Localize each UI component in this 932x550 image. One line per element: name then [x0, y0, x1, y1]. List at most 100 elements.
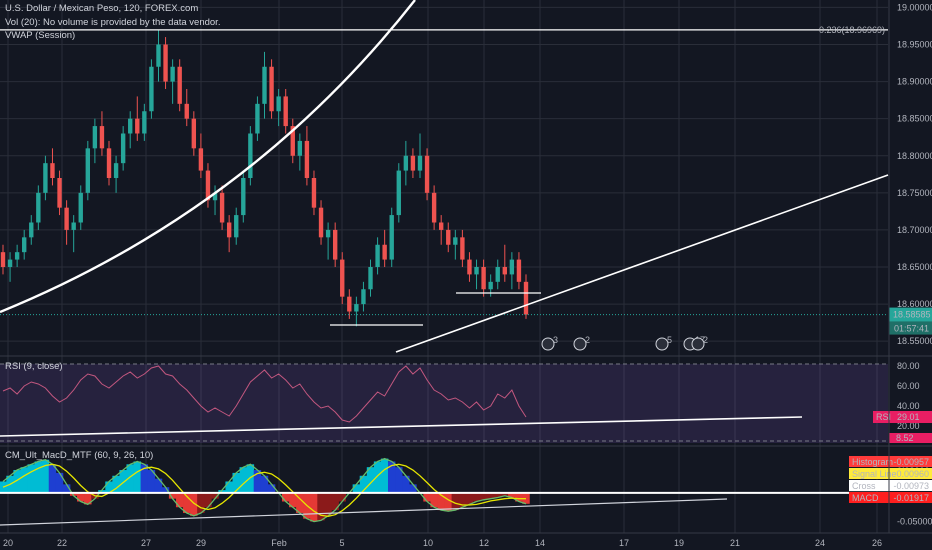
candle-body: [57, 178, 62, 208]
macd-legend-name: Histogram: [852, 457, 893, 467]
macd-histogram-bar: [62, 484, 71, 493]
candle-body: [340, 259, 345, 297]
candle-body: [467, 259, 472, 275]
candle-body: [354, 304, 359, 312]
macd-histogram-bar: [395, 467, 403, 493]
macd-histogram-bar: [501, 492, 509, 496]
rsi-badge-label: RSI: [876, 412, 891, 422]
macd-histogram-bar: [437, 492, 445, 511]
rsi-tick-label: 40.00: [897, 401, 920, 411]
macd-histogram-bar: [515, 492, 523, 502]
macd-histogram-bar: [472, 492, 481, 502]
candle-body: [368, 267, 373, 290]
event-count: 2: [703, 335, 708, 345]
candle-body: [219, 192, 225, 223]
candle-body: [234, 215, 239, 238]
price-tick-label: 18.60000: [897, 299, 932, 309]
candle-body: [191, 118, 197, 149]
rsi-tick-label: 20.00: [897, 421, 920, 431]
candle-body: [382, 244, 387, 260]
candle-body: [332, 229, 338, 260]
rsi-value-badge: [873, 410, 932, 423]
macd-histogram-bar: [317, 492, 325, 521]
macd-histogram-bar: [373, 461, 382, 493]
macd-histogram-bar: [359, 475, 368, 493]
event-flag-icon: [691, 337, 705, 351]
macd-histogram-bar: [161, 487, 170, 493]
drawing-layer[interactable]: 0.236(18.96969)325172: [0, 0, 889, 526]
chart-title: U.S. Dollar / Mexican Peso, 120, FOREX.c…: [5, 3, 199, 14]
date-tick-label: 27: [141, 538, 151, 548]
date-tick-label: Feb: [271, 538, 287, 548]
macd-histogram-bar: [225, 481, 233, 493]
macd-histogram-bar: [239, 467, 248, 493]
rsi-value: 29.01: [897, 412, 920, 422]
macd-histogram-bar: [13, 470, 21, 493]
macd-legend-badge: [849, 468, 932, 479]
macd-histogram-bar: [338, 492, 346, 502]
candle-body: [424, 155, 430, 193]
candle-body: [120, 133, 126, 164]
candle-body: [14, 252, 20, 260]
macd-histogram-bar: [387, 461, 396, 493]
candle-body: [318, 207, 324, 238]
candle-body: [22, 237, 27, 253]
macd-histogram-bar: [465, 492, 474, 505]
candle-body: [241, 178, 246, 216]
macd-histogram-bar: [366, 467, 375, 493]
candle-body: [460, 237, 465, 260]
candle-body: [85, 148, 91, 193]
macd-histogram-bar: [289, 492, 297, 508]
event-flag-icon: [541, 337, 555, 351]
date-tick-label: 21: [730, 538, 740, 548]
date-tick-label: 24: [815, 538, 825, 548]
candle-body: [135, 118, 140, 134]
candle-body: [375, 244, 380, 267]
macd-histogram-bar: [409, 484, 417, 493]
macd-histogram-bar: [168, 492, 177, 499]
event-count: 3: [553, 335, 558, 345]
macd-pane[interactable]: [0, 457, 888, 523]
candle-body: [290, 126, 295, 156]
fib-label: 0.236(18.96969): [819, 25, 885, 35]
macd-histogram-bar: [190, 492, 198, 516]
candle-body: [170, 66, 175, 82]
price-pane[interactable]: [0, 29, 888, 327]
macd-histogram-bar: [479, 492, 488, 500]
macd-legend-name: Signal Line: [852, 469, 897, 479]
macd-histogram-bar: [493, 492, 502, 498]
macd-histogram-bar: [69, 492, 78, 496]
parabolic-curve: [0, 0, 416, 314]
date-tick-label: 17: [619, 538, 629, 548]
macd-histogram-bar: [281, 492, 290, 502]
candle-body: [474, 267, 479, 275]
candle-body: [502, 267, 507, 275]
macd-legend-value: -0.00957: [893, 457, 929, 467]
candle-body: [106, 148, 112, 178]
vwap-indicator-label: VWAP (Session): [5, 30, 76, 41]
rsi-band: [0, 364, 888, 443]
macd-histogram-bar: [451, 492, 460, 511]
candle-body: [212, 192, 218, 201]
date-tick-label: 20: [3, 538, 13, 548]
macd-histogram-bar: [140, 464, 149, 493]
candle-body: [29, 222, 34, 238]
price-tick-label: 18.65000: [897, 262, 932, 272]
candle-body: [142, 111, 147, 134]
rsi-pane[interactable]: [0, 363, 888, 443]
rsi-tick-label: 60.00: [897, 381, 920, 391]
candle-body: [177, 66, 182, 104]
macd-trend-line: [0, 498, 728, 526]
macd-histogram-bar: [112, 475, 120, 493]
candle-body: [156, 44, 161, 67]
macd-histogram-bar: [175, 492, 184, 508]
candle-body: [205, 170, 211, 201]
candle-body: [453, 237, 458, 245]
macd-legend-badge: [849, 492, 932, 503]
macd-histogram-bar: [34, 461, 43, 493]
price-tick-label: 18.80000: [897, 151, 932, 161]
candle-body: [92, 126, 98, 149]
macd-histogram-bar: [197, 492, 205, 513]
candle-body: [523, 281, 529, 315]
